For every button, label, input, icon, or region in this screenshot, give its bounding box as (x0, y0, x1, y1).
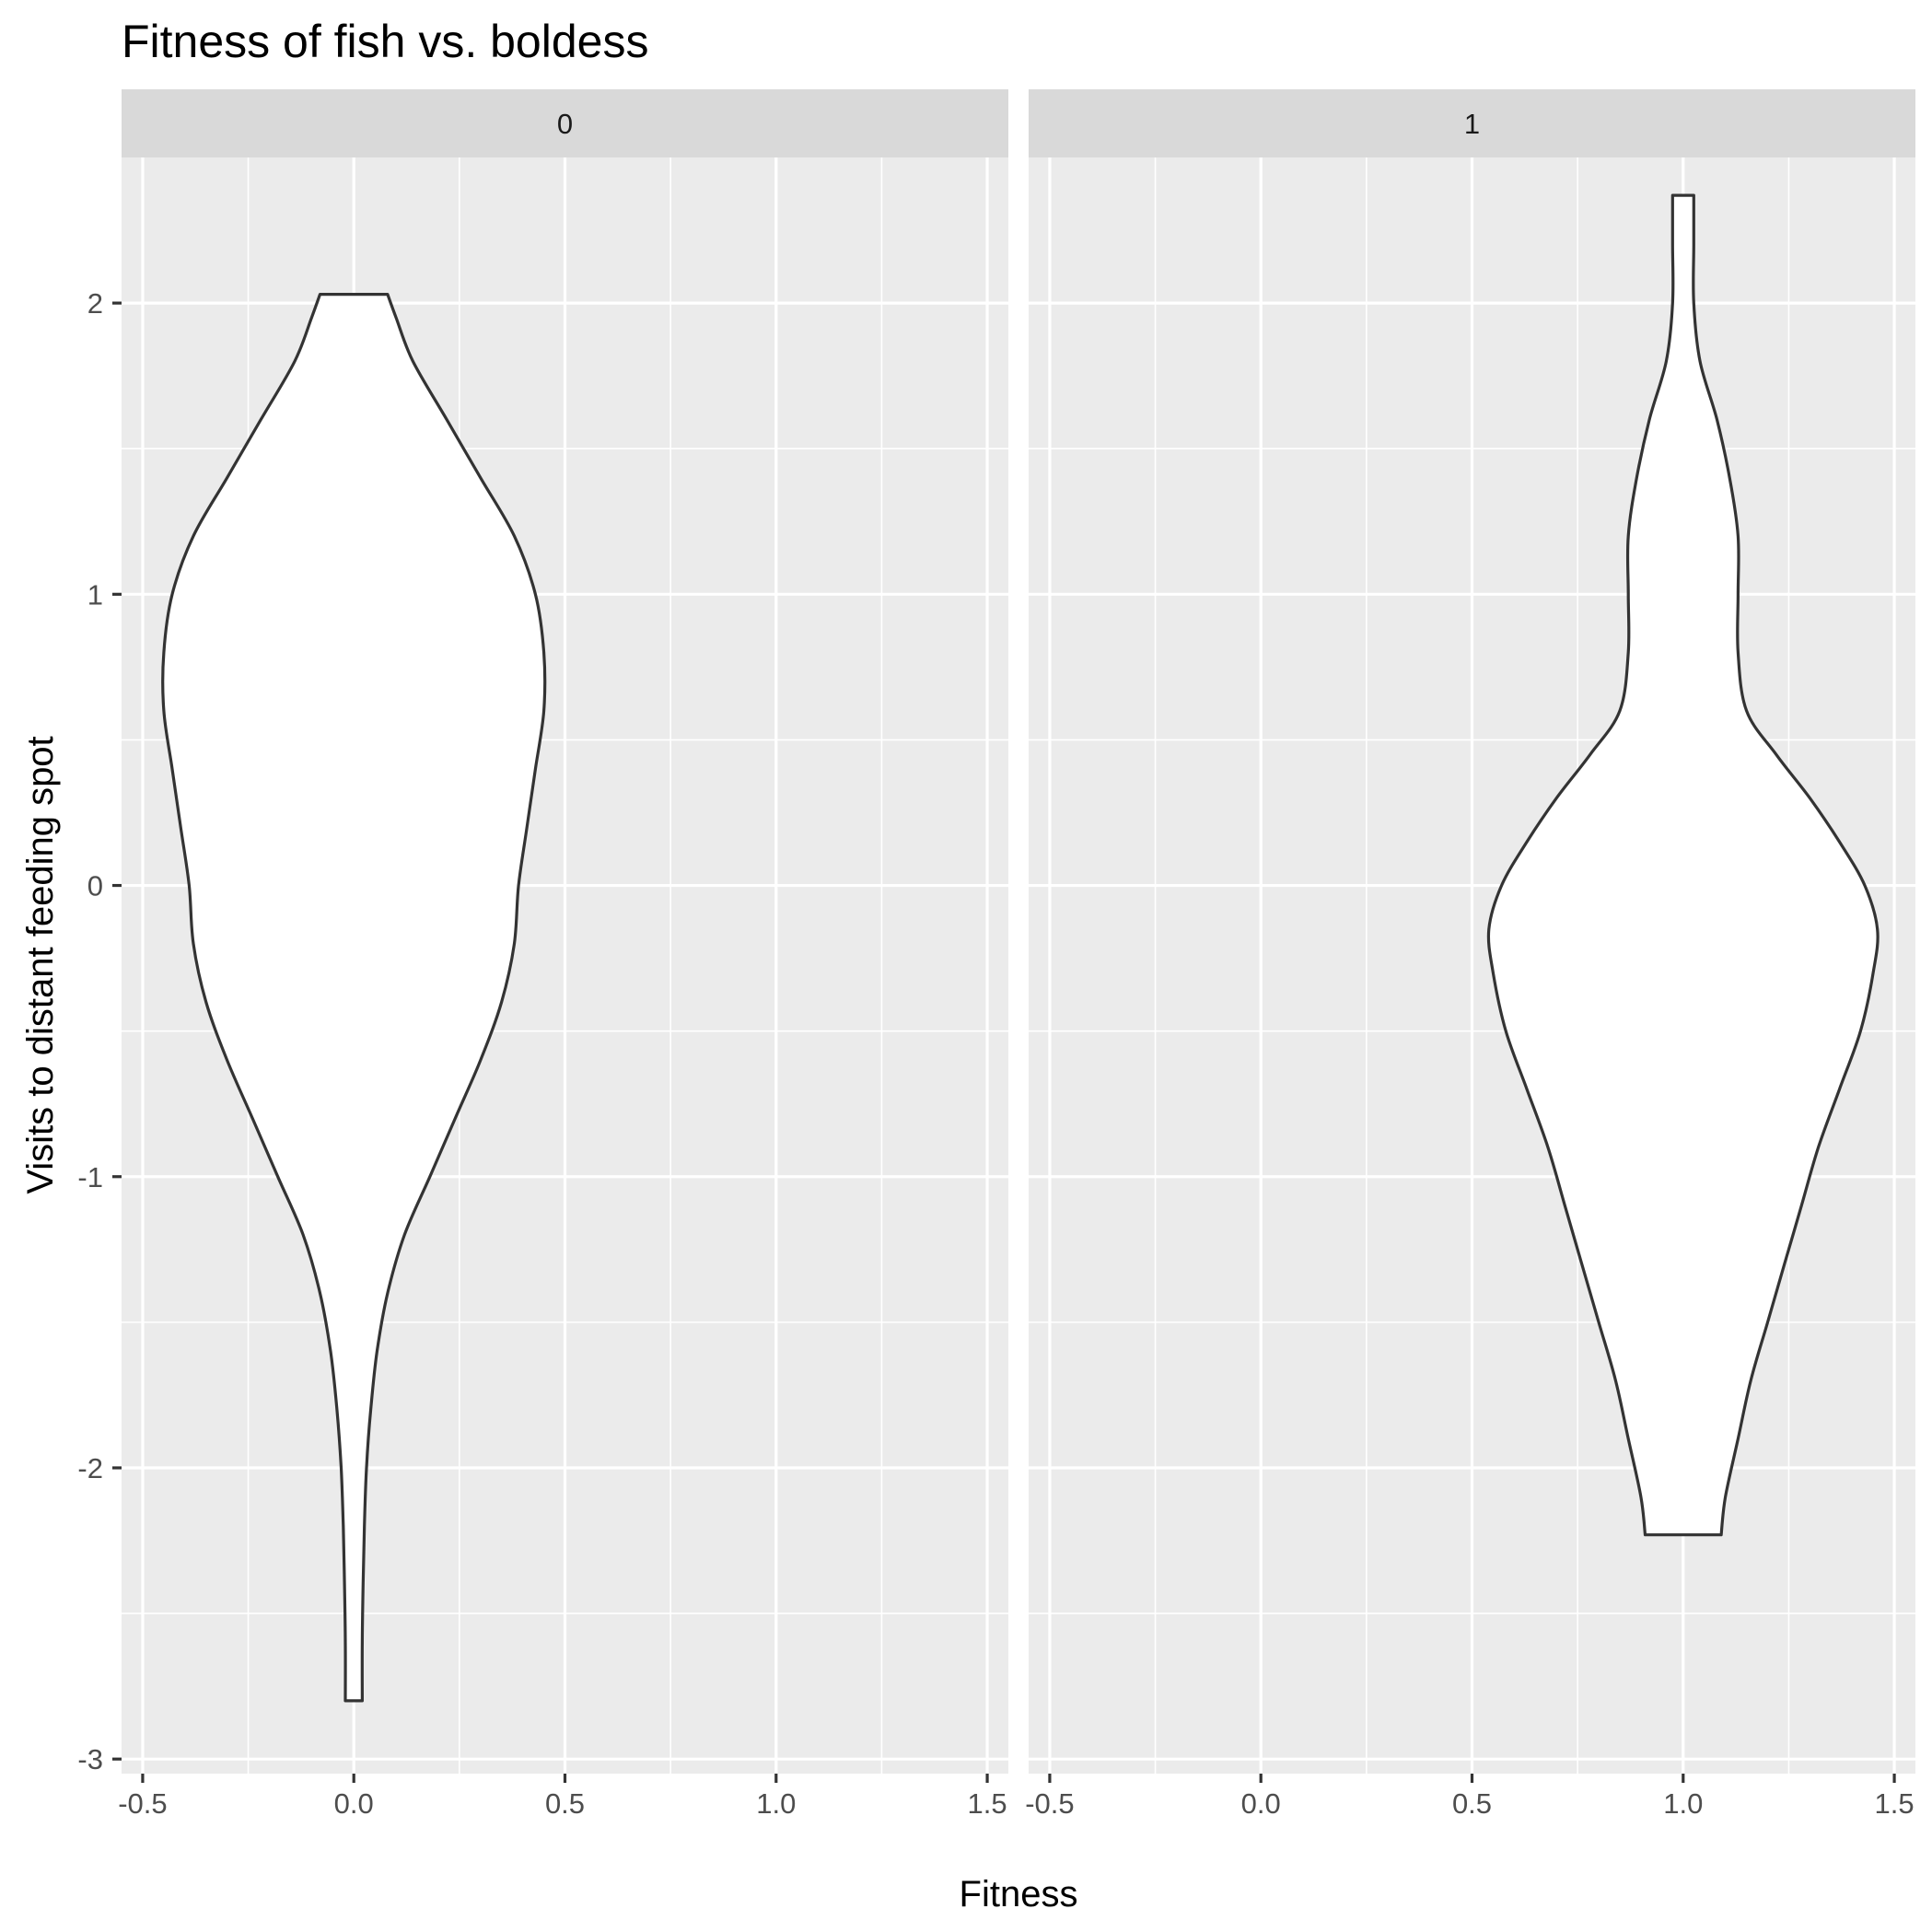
x-tick-label: 0.5 (545, 1787, 585, 1820)
x-tick-label: 0.0 (334, 1787, 374, 1820)
y-axis-title: Visits to distant feeding spot (20, 736, 61, 1193)
x-tick-label: -0.5 (1025, 1787, 1074, 1820)
violin-fitness-1 (1486, 193, 1880, 1537)
x-tick-label: 0.0 (1241, 1787, 1281, 1820)
x-axis-title: Fitness (960, 1874, 1078, 1915)
x-axis-ticks: -0.5 0.0 0.5 1.0 1.5 (118, 1774, 1007, 1820)
x-tick-label: 0.5 (1452, 1787, 1492, 1820)
x-tick-label: 1.5 (968, 1787, 1007, 1820)
x-axis-ticks: -0.5 0.0 0.5 1.0 1.5 (1025, 1774, 1915, 1820)
x-tick-label: 1.5 (1875, 1787, 1915, 1820)
x-tick-label: 1.0 (1663, 1787, 1703, 1820)
facet-strip-label-0: 0 (557, 108, 573, 140)
y-tick-label: 1 (87, 578, 103, 611)
facet-panel-0: 0 -0.5 0.0 0.5 1.0 1.5 (118, 89, 1008, 1820)
y-tick-label: 2 (87, 287, 103, 320)
y-axis: -3 -2 -1 0 1 2 (77, 287, 122, 1775)
facet-panel-1: 1 -0.5 0.0 0.5 1.0 1.5 (1025, 89, 1915, 1820)
facet-strip-label-1: 1 (1464, 108, 1480, 140)
y-tick-label: -1 (77, 1161, 103, 1193)
y-tick-label: 0 (87, 870, 103, 902)
y-tick-label: -2 (77, 1452, 103, 1484)
chart-title: Fitness of fish vs. boldess (122, 16, 648, 67)
x-tick-label: 1.0 (756, 1787, 796, 1820)
facet-strip-1 (1029, 89, 1915, 157)
facet-strip-0 (122, 89, 1008, 157)
y-tick-label: -3 (77, 1743, 103, 1775)
x-tick-label: -0.5 (118, 1787, 167, 1820)
violin-fitness-0 (161, 293, 547, 1703)
